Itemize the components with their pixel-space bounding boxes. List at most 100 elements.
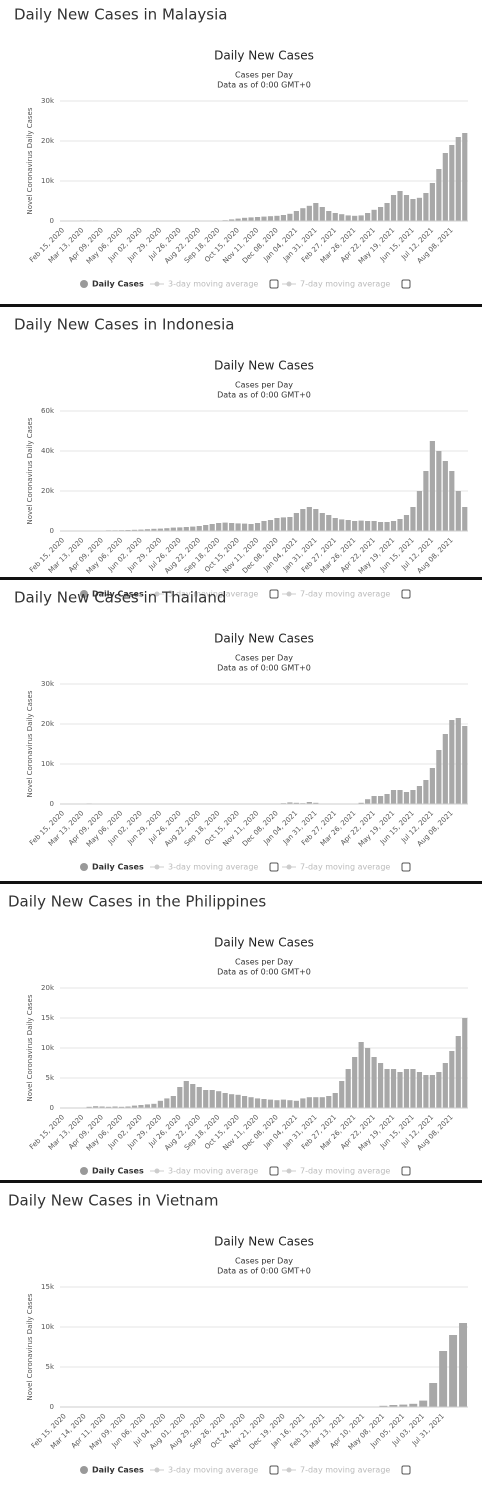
legend-checkbox[interactable]: [401, 1166, 411, 1176]
legend-label: 3-day moving average: [168, 863, 258, 872]
legend-marker: [80, 863, 88, 871]
bar: [222, 1093, 228, 1108]
bar: [358, 802, 364, 804]
bar: [293, 1100, 299, 1108]
legend-checkbox[interactable]: [401, 1465, 411, 1475]
bar: [280, 215, 287, 221]
bar: [319, 207, 325, 221]
bar: [216, 523, 222, 531]
bar: [377, 1063, 384, 1108]
bar: [442, 461, 448, 531]
legend-checkbox[interactable]: [401, 862, 411, 872]
bar: [293, 802, 299, 804]
separator: [0, 1180, 482, 1183]
bar: [319, 513, 325, 531]
legend-label: 7-day moving average: [300, 280, 390, 289]
bar: [151, 1103, 157, 1108]
legend-label: Daily Cases: [92, 1167, 144, 1176]
bar: [196, 526, 202, 531]
bar: [459, 1323, 468, 1407]
bar: [379, 1405, 388, 1407]
bar: [352, 1057, 358, 1108]
legend-marker: [154, 281, 160, 287]
bar: [293, 513, 299, 531]
bar: [203, 525, 209, 531]
bar: [235, 1094, 241, 1108]
bar: [280, 517, 287, 531]
legend-checkbox[interactable]: [269, 279, 279, 289]
bar: [326, 515, 332, 531]
bar: [170, 1096, 176, 1108]
bar: [429, 768, 435, 804]
bar: [203, 1090, 209, 1108]
bar: [99, 1106, 105, 1108]
legend-marker: [154, 1168, 160, 1174]
x-tick-label: Aug 08, 2021: [416, 809, 455, 848]
bar: [365, 799, 371, 804]
bar: [287, 1100, 293, 1108]
y-tick-label: 30k: [41, 97, 55, 105]
bar: [384, 203, 390, 221]
y-tick-label: 30k: [41, 680, 55, 688]
bar: [436, 451, 442, 531]
y-tick-label: 0: [50, 217, 54, 225]
country-heading: Daily New Cases in Malaysia: [14, 6, 228, 24]
legend-checkbox[interactable]: [401, 279, 411, 289]
chart-subtitle: Cases per Day: [235, 654, 293, 663]
legend-marker: [80, 590, 88, 598]
legend-checkbox[interactable]: [401, 589, 411, 599]
country-heading: Daily New Cases in Thailand: [14, 589, 226, 607]
chart-subtitle: Cases per Day: [235, 381, 293, 390]
y-tick-label: 60k: [41, 407, 55, 415]
bar: [462, 507, 468, 531]
chart-subtitle: Data as of 0:00 GMT+0: [217, 968, 311, 977]
bar: [462, 133, 468, 221]
chart-subtitle: Cases per Day: [235, 71, 293, 80]
bar: [371, 1057, 377, 1108]
y-tick-label: 20k: [41, 984, 55, 992]
bar: [442, 153, 448, 221]
bar: [138, 1105, 144, 1108]
bar: [397, 790, 403, 804]
bar: [442, 1063, 448, 1108]
bar: [190, 526, 196, 531]
bar: [254, 1098, 261, 1108]
bar: [306, 507, 312, 531]
bar: [241, 523, 248, 531]
chart-subtitle: Data as of 0:00 GMT+0: [217, 391, 311, 400]
bar: [410, 1069, 416, 1108]
bar: [313, 203, 319, 221]
y-tick-label: 5k: [45, 1074, 54, 1082]
x-tick-label: Aug 08, 2021: [416, 1113, 455, 1152]
bar: [416, 786, 423, 804]
x-tick-label: Aug 08, 2021: [416, 226, 455, 265]
bar: [216, 1091, 222, 1108]
bar: [313, 802, 319, 804]
bar: [449, 720, 455, 804]
bar: [131, 1105, 138, 1108]
bar: [326, 211, 332, 221]
bar: [300, 509, 306, 531]
chart-subtitle: Data as of 0:00 GMT+0: [217, 1267, 311, 1276]
bar: [371, 796, 377, 804]
legend-checkbox[interactable]: [269, 1465, 279, 1475]
legend-checkbox[interactable]: [269, 1166, 279, 1176]
bar: [164, 1098, 170, 1108]
y-tick-label: 40k: [41, 447, 55, 455]
bar: [183, 527, 189, 531]
bar: [389, 1405, 398, 1407]
chart-subtitle: Data as of 0:00 GMT+0: [217, 664, 311, 673]
bar: [397, 519, 403, 531]
legend-checkbox[interactable]: [269, 862, 279, 872]
bar: [410, 790, 416, 804]
legend-marker: [80, 1167, 88, 1175]
bar: [332, 518, 338, 531]
bar: [439, 1351, 448, 1407]
separator: [0, 881, 482, 884]
y-tick-label: 20k: [41, 137, 55, 145]
legend-checkbox[interactable]: [269, 589, 279, 599]
chart-title: Daily New Cases: [214, 359, 314, 373]
bar: [436, 1072, 442, 1108]
bar: [345, 1069, 351, 1108]
bar: [399, 1404, 408, 1407]
